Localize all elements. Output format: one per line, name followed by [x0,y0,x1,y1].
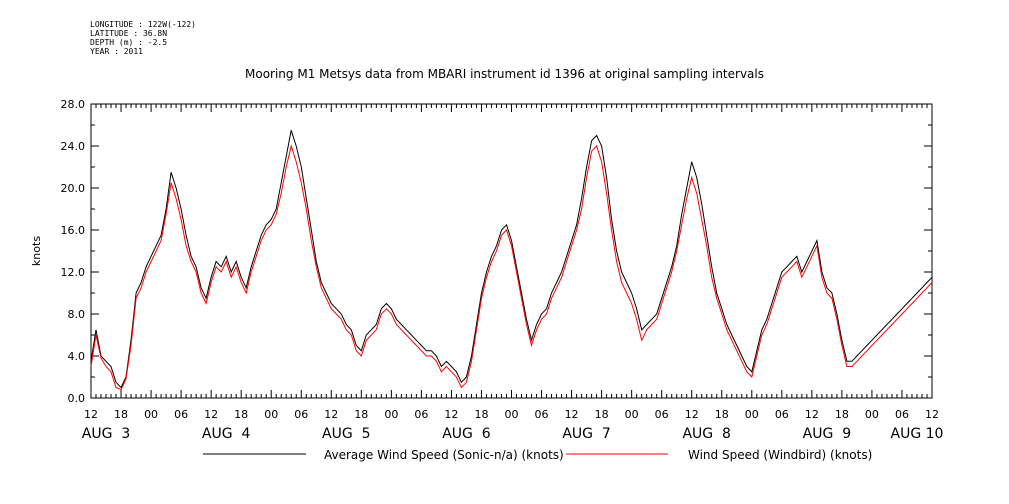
x-tick-label: 06 [414,408,428,421]
x-tick-label: 00 [865,408,879,421]
x-tick-label: 18 [715,408,729,421]
x-tick-label: 12 [925,408,939,421]
x-tick-label: 06 [294,408,308,421]
x-tick-label: 00 [505,408,519,421]
x-day-label: AUG 7 [562,426,610,442]
x-tick-label: 12 [685,408,699,421]
y-tick-label: 0.0 [68,392,86,405]
legend-label-0: Average Wind Speed (Sonic-n/a) (knots) [324,448,564,462]
y-axis-label: knots [30,236,43,266]
x-tick-label: 18 [234,408,248,421]
y-tick-label: 20.0 [61,182,86,195]
y-tick-label: 8.0 [68,308,86,321]
x-tick-label: 18 [835,408,849,421]
metadata-block: LONGITUDE : 122W(-122) LATITUDE : 36.8N … [90,20,196,56]
x-day-label: AUG 6 [442,426,491,442]
series-line-0 [90,130,933,389]
x-tick-label: 12 [324,408,338,421]
x-tick-label: 12 [444,408,458,421]
x-tick-label: 12 [805,408,819,421]
x-tick-label: 18 [114,408,128,421]
x-tick-label: 00 [384,408,398,421]
longitude-text: LONGITUDE : 122W(-122) [90,20,196,29]
x-day-label: AUG 3 [82,426,130,442]
x-day-label: AUG 10 [891,426,944,442]
x-day-label: AUG 8 [682,426,730,442]
x-tick-label: 00 [625,408,639,421]
x-tick-label: 06 [775,408,789,421]
x-tick-label: 06 [174,408,188,421]
x-tick-label: 00 [745,408,759,421]
year-text: YEAR : 2011 [90,47,143,56]
x-tick-label: 18 [354,408,368,421]
legend-label-1: Wind Speed (Windbird) (knots) [688,448,872,462]
series-line-1 [90,144,933,391]
plot-frame [90,103,933,399]
x-day-label: AUG 5 [322,426,370,442]
x-tick-label: 18 [474,408,488,421]
x-day-label: AUG 9 [803,426,851,442]
x-tick-label: 06 [895,408,909,421]
x-tick-label: 12 [204,408,218,421]
x-tick-label: 06 [655,408,669,421]
y-tick-label: 28.0 [61,98,86,111]
y-tick-label: 4.0 [68,350,86,363]
y-tick-label: 12.0 [61,266,86,279]
y-tick-label: 24.0 [61,140,86,153]
chart-title: Mooring M1 Metsys data from MBARI instru… [245,67,764,81]
x-tick-label: 18 [595,408,609,421]
depth-text: DEPTH (m) : -2.5 [90,38,168,47]
x-tick-label: 00 [264,408,278,421]
x-tick-label: 06 [535,408,549,421]
x-day-label: AUG 4 [202,426,251,442]
x-tick-label: 00 [144,408,158,421]
y-tick-label: 16.0 [61,224,86,237]
latitude-text: LATITUDE : 36.8N [90,29,168,38]
x-tick-label: 12 [565,408,579,421]
x-tick-label: 12 [84,408,98,421]
